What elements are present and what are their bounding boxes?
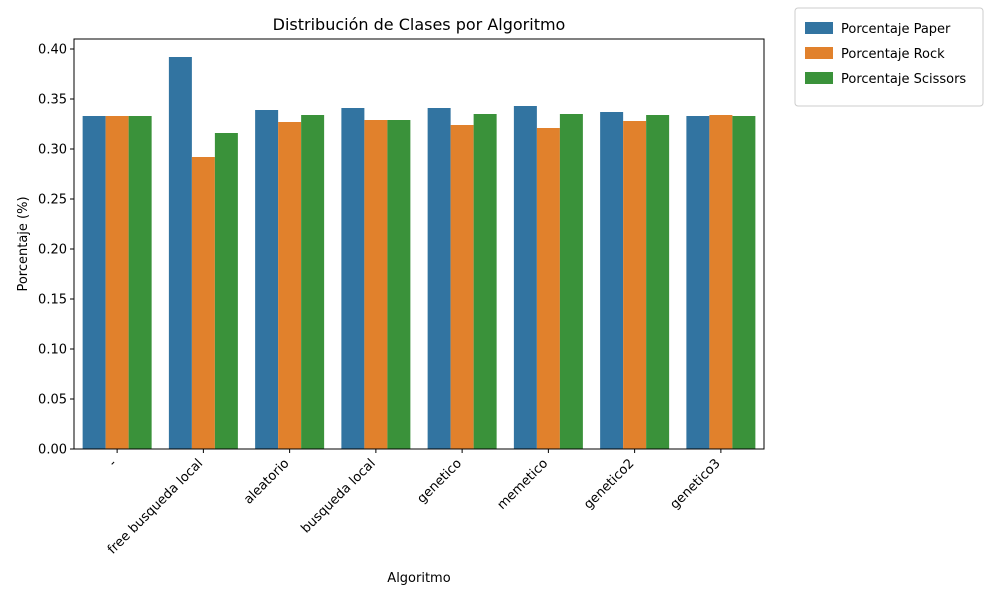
bar-porcentaje-paper-6 [600,112,624,449]
legend-swatch-1 [805,47,833,59]
x-axis-label: Algoritmo [387,571,450,586]
x-tick-label-5: memetico [495,456,552,513]
x-tick-label-7: genetico3 [667,456,723,512]
y-axis: 0.00 0.05 0.10 0.15 0.20 0.25 0.30 0.35 0.40 [38,43,74,458]
bar-porcentaje-rock-5 [536,128,560,449]
bar-porcentaje-scissors-1 [214,133,238,449]
legend-label-0: Porcentaje Paper [841,22,951,37]
y-axis-label: Porcentaje (%) [16,196,31,291]
x-axis: -free busqueda local aleatorio busqueda lo… [105,449,724,557]
bar-porcentaje-scissors-0 [128,116,152,449]
x-tick-label-2: aleatorio [241,456,292,507]
legend-box [794,7,984,107]
legend-label-1: Porcentaje Rock [841,47,945,62]
plot-frame [73,38,765,450]
y-tick-label-8: 0.40 [38,43,67,58]
bar-porcentaje-paper-2 [255,110,279,449]
y-tick-label-3: 0.15 [38,293,67,308]
legend: Porcentaje Paper Porcentaje Rock Porcentaj… [794,7,984,107]
legend-label-2: Porcentaje Scissors [841,72,966,87]
y-tick-label-6: 0.30 [38,143,67,158]
chart-title: Distribución de Clases por Algoritmo [273,15,566,34]
bar-porcentaje-paper-7 [686,116,710,449]
x-tick-label-0: - [106,456,120,470]
bar-porcentaje-paper-5 [513,106,537,449]
y-tick-label-0: 0.00 [38,443,67,458]
bar-porcentaje-rock-3 [364,120,388,449]
bar-porcentaje-paper-3 [341,108,365,449]
bar-porcentaje-rock-0 [105,116,129,449]
bar-porcentaje-scissors-5 [559,114,583,449]
x-tick-label-6: genetico2 [581,456,637,512]
y-tick-label-4: 0.20 [38,243,67,258]
legend-swatch-0 [805,22,833,34]
bar-porcentaje-paper-1 [168,57,192,449]
bar-porcentaje-paper-0 [82,116,106,449]
bar-porcentaje-scissors-2 [301,115,325,449]
bar-porcentaje-scissors-6 [646,115,670,449]
bar-porcentaje-paper-4 [427,108,451,449]
x-tick-label-3: busqueda local [299,456,379,536]
legend-swatch-2 [805,72,833,84]
y-tick-label-1: 0.05 [38,393,67,408]
bar-porcentaje-rock-1 [191,157,215,449]
bar-porcentaje-scissors-4 [473,114,497,449]
bar-porcentaje-rock-7 [709,115,733,449]
bar-porcentaje-scissors-3 [387,120,411,449]
bar-porcentaje-rock-2 [278,122,302,449]
bar-porcentaje-rock-4 [450,125,474,449]
y-tick-label-7: 0.35 [38,93,67,108]
y-tick-label-2: 0.10 [38,343,67,358]
y-tick-label-5: 0.25 [38,193,67,208]
x-tick-label-1: free busqueda local [105,456,206,557]
x-tick-label-4: genetico [415,456,465,506]
plot-area [82,57,756,449]
bar-porcentaje-rock-6 [623,121,647,449]
bar-porcentaje-scissors-7 [732,116,756,449]
